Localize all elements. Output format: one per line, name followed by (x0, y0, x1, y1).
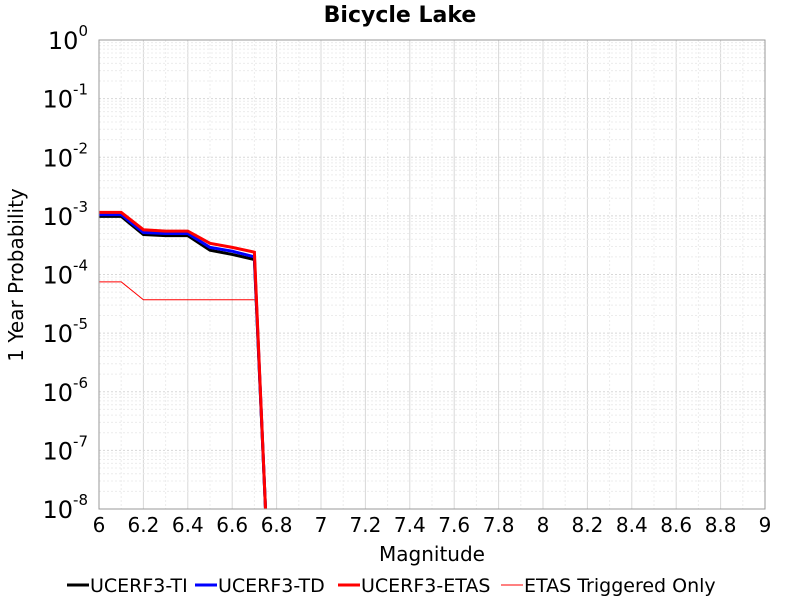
legend: UCERF3-TI UCERF3-TD UCERF3-ETAS ETAS Trigge… (67, 575, 716, 597)
series-line-3 (99, 210, 267, 510)
legend-label: UCERF3-TD (218, 575, 325, 597)
x-tick-label: 6 (93, 513, 106, 537)
y-tick-label: 10-1 (42, 81, 88, 114)
legend-label: UCERF3-ETAS (361, 575, 490, 597)
grid-lines (98, 40, 766, 510)
y-tick-base: 10 (42, 86, 73, 114)
x-tick-label: 8.4 (616, 513, 648, 537)
plot-frame (98, 39, 766, 510)
y-tick-base: 10 (42, 144, 73, 172)
y-tick-label: 10-6 (42, 374, 88, 407)
x-tick-label: 8.6 (660, 513, 692, 537)
x-tick-label: 8.2 (571, 513, 603, 537)
x-axis-label: Magnitude (379, 542, 485, 566)
y-tick-exponent: -4 (73, 257, 88, 275)
x-tick-label: 8.8 (705, 513, 737, 537)
x-tick-label: 8 (537, 513, 550, 537)
y-tick-exponent: -2 (73, 139, 88, 157)
y-tick-exponent: -3 (73, 198, 88, 216)
series-line-4 (99, 281, 255, 301)
y-axis-label: 1 Year Probability (4, 188, 28, 362)
y-tick-label: 10-7 (42, 432, 88, 465)
legend-label: UCERF3-TI (90, 575, 188, 597)
y-tick-base: 10 (42, 379, 73, 407)
x-tick-label: 6.6 (216, 513, 248, 537)
x-tick-label: 7.6 (438, 513, 470, 537)
x-tick-label: 9 (759, 513, 772, 537)
y-tick-base: 10 (42, 496, 73, 524)
y-tick-label: 100 (48, 22, 88, 55)
x-tick-labels: 6 6.2 6.4 6.6 6.8 7 7.2 7.4 7.6 7.8 8 8.2 8.4 8.6 8.8 9 (93, 513, 772, 537)
y-tick-base: 10 (42, 203, 73, 231)
series-line-2 (99, 213, 267, 510)
y-tick-label: 10-5 (42, 315, 88, 348)
y-tick-label: 10-8 (42, 491, 88, 524)
y-tick-base: 10 (42, 437, 73, 465)
y-tick-base: 10 (42, 262, 73, 290)
y-tick-label: 10-3 (42, 198, 88, 231)
x-tick-label: 6.2 (127, 513, 159, 537)
series-line-1 (99, 214, 267, 510)
y-tick-exponent: -6 (73, 374, 88, 392)
y-tick-exponent: -5 (73, 315, 88, 333)
chart-title: Bicycle Lake (324, 3, 477, 28)
x-tick-label: 7.8 (483, 513, 515, 537)
x-tick-label: 6.8 (261, 513, 293, 537)
x-tick-label: 7.4 (394, 513, 426, 537)
y-tick-exponent: 0 (78, 22, 88, 40)
y-tick-exponent: -1 (73, 81, 88, 99)
y-tick-base: 10 (48, 27, 79, 55)
x-tick-label: 7 (315, 513, 328, 537)
y-tick-label: 10-2 (42, 139, 88, 172)
x-tick-label: 6.4 (172, 513, 204, 537)
y-tick-label: 10-4 (42, 257, 88, 290)
x-tick-label: 7.2 (349, 513, 381, 537)
y-tick-exponent: -7 (73, 432, 88, 450)
legend-label: ETAS Triggered Only (524, 575, 716, 597)
plot-series (99, 210, 267, 510)
y-tick-base: 10 (42, 320, 73, 348)
y-tick-exponent: -8 (73, 491, 88, 509)
